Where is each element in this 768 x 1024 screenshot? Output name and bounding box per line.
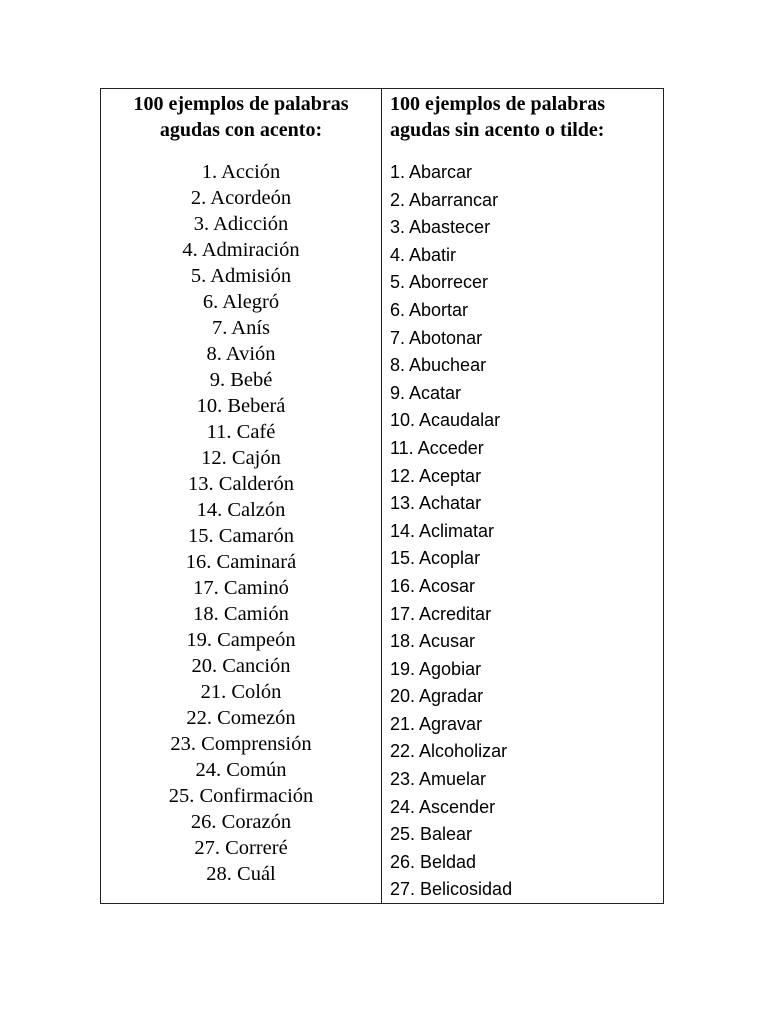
list-item: 24. Común [195, 759, 287, 781]
list-item: 22. Alcoholizar [390, 741, 508, 762]
list-item: 11. Acceder [390, 437, 484, 458]
list-item: 13. Calderón [188, 473, 294, 495]
list-item: 11. Café [206, 421, 276, 443]
list-item: 25. Confirmación [168, 785, 314, 807]
list-item: 27. Belicosidad [390, 879, 513, 900]
list-item: 19. Campeón [186, 629, 296, 651]
list-item: 8. Avión [206, 343, 276, 365]
list-item: 9. Bebé [209, 369, 273, 391]
list-item: 7. Anís [211, 317, 271, 339]
list-item: 6. Alegró [202, 291, 280, 313]
list-item: 3. Abastecer [390, 217, 491, 238]
list-item: 27. Correré [194, 837, 288, 859]
list-item: 21. Colón [200, 681, 282, 703]
header-line: 100 ejemplos de palabras [133, 93, 349, 115]
right-column: 100 ejemplos de palabras agudas sin acen… [390, 91, 662, 899]
list-item: 14. Calzón [196, 499, 286, 521]
list-item: 23. Comprensión [170, 733, 312, 755]
list-item: 12. Aceptar [390, 465, 482, 486]
header-line: 100 ejemplos de palabras [390, 93, 605, 115]
list-item: 7. Abotonar [390, 327, 483, 348]
list-item: 1. Acción [201, 161, 281, 183]
list-item: 26. Corazón [190, 811, 292, 833]
right-column-header: 100 ejemplos de palabras agudas sin acen… [390, 91, 662, 143]
list-item: 16. Caminará [185, 551, 297, 573]
column-divider [381, 89, 382, 903]
list-item: 1. Abarcar [390, 162, 473, 182]
list-item: 10. Beberá [196, 395, 286, 417]
list-item: 28. Cuál [206, 863, 276, 885]
left-word-list: 1. Acción 2. Acordeón 3. Adicción 4. Admira… [101, 159, 381, 887]
list-item: 20. Agradar [390, 686, 484, 707]
list-item: 20. Canción [191, 655, 291, 677]
left-column: 100 ejemplos de palabras agudas con acen… [101, 91, 381, 885]
list-item: 17. Caminó [193, 577, 289, 599]
list-item: 9. Acatar [390, 382, 462, 403]
left-column-header: 100 ejemplos de palabras agudas con acen… [101, 91, 381, 143]
list-item: 15. Acoplar [390, 548, 481, 569]
word-table: 100 ejemplos de palabras agudas con acen… [100, 88, 664, 904]
header-line: agudas sin acento o tilde: [390, 119, 605, 141]
list-item: 4. Abatir [390, 244, 457, 265]
list-item: 5. Aborrecer [390, 272, 489, 293]
list-item: 18. Camión [193, 603, 289, 625]
list-item: 18. Acusar [390, 631, 476, 652]
list-item: 3. Adicción [193, 213, 289, 235]
list-item: 15. Camarón [188, 525, 294, 547]
list-item: 22. Comezón [186, 707, 296, 729]
list-item: 23. Amuelar [390, 769, 487, 790]
list-item: 16. Acosar [390, 575, 476, 596]
list-item: 10. Acaudalar [390, 410, 501, 431]
list-item: 19. Agobiar [390, 658, 482, 679]
list-item: 4. Admiración [182, 239, 300, 261]
list-item: 21. Agravar [390, 713, 483, 734]
list-item: 26. Beldad [390, 851, 477, 872]
list-item: 24. Ascender [390, 796, 496, 817]
right-word-list: 1. Abarcar 2. Abarrancar 3. Abastecer 4. Ab… [390, 159, 662, 904]
list-item: 6. Abortar [390, 299, 469, 320]
list-item: 8. Abuchear [390, 355, 487, 376]
list-item: 2. Acordeón [190, 187, 292, 209]
list-item: 12. Cajón [201, 447, 281, 469]
list-item: 5. Admisión [190, 265, 292, 287]
list-item: 13. Achatar [390, 493, 482, 514]
list-item: 14. Aclimatar [390, 520, 495, 541]
list-item: 17. Acreditar [390, 603, 492, 624]
header-line: agudas con acento: [159, 119, 323, 141]
list-item: 2. Abarrancar [390, 189, 499, 210]
list-item: 25. Balear [390, 824, 473, 845]
